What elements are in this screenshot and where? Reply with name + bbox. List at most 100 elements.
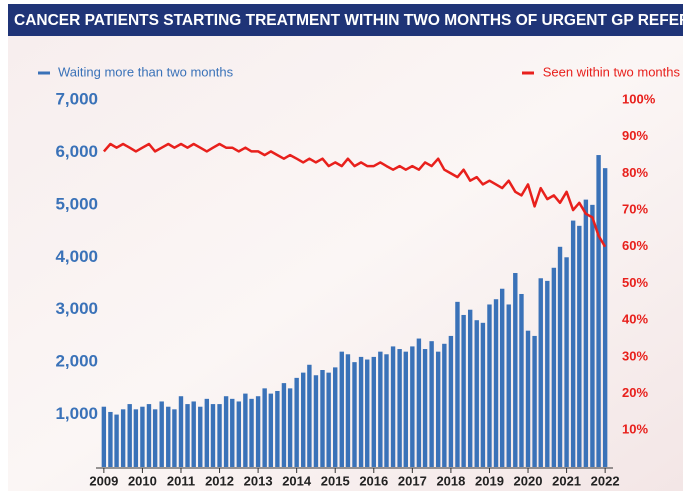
bar	[519, 294, 523, 467]
x-tick-label: 2009	[89, 473, 118, 488]
bar	[365, 360, 369, 467]
x-tick-label: 2021	[552, 473, 581, 488]
legend-label: Seen within two months	[543, 64, 681, 79]
y2-tick-label: 40%	[622, 312, 648, 327]
bar	[159, 401, 163, 467]
bar	[185, 404, 189, 467]
bar	[166, 407, 170, 467]
bar	[217, 404, 221, 467]
bar	[237, 401, 241, 467]
bar	[372, 357, 376, 467]
bar	[102, 407, 106, 467]
bar	[249, 399, 253, 467]
legend-label: Waiting more than two months	[58, 64, 234, 79]
bar	[352, 362, 356, 467]
bar	[288, 388, 292, 467]
bar	[134, 409, 138, 467]
y-tick-label: 5,000	[55, 194, 98, 213]
bar	[442, 344, 446, 467]
y2-tick-label: 10%	[622, 422, 648, 437]
x-tick-label: 2015	[321, 473, 350, 488]
bar	[532, 336, 536, 467]
bar	[417, 339, 421, 467]
y2-tick-label: 20%	[622, 385, 648, 400]
bar	[584, 200, 588, 467]
bar	[564, 257, 568, 467]
bar	[198, 407, 202, 467]
bar	[577, 226, 581, 467]
bar	[507, 304, 511, 467]
bar	[230, 399, 234, 467]
bar	[140, 407, 144, 467]
y2-tick-label: 30%	[622, 348, 648, 363]
bar	[552, 268, 556, 467]
bar	[320, 370, 324, 467]
y-tick-label: 3,000	[55, 299, 98, 318]
bar	[114, 415, 118, 467]
bar	[410, 346, 414, 467]
bar	[436, 352, 440, 467]
bar	[179, 396, 183, 467]
bar	[346, 354, 350, 467]
bar	[539, 278, 543, 467]
bar	[494, 299, 498, 467]
x-tick-label: 2016	[359, 473, 388, 488]
y2-tick-label: 90%	[622, 128, 648, 143]
bar	[211, 404, 215, 467]
bar	[500, 289, 504, 467]
x-tick-label: 2010	[128, 473, 157, 488]
bar	[423, 349, 427, 467]
bar	[121, 409, 125, 467]
bar	[384, 354, 388, 467]
bar	[397, 349, 401, 467]
bar	[262, 388, 266, 467]
bar	[333, 367, 337, 467]
bar	[301, 373, 305, 467]
x-tick-label: 2018	[436, 473, 465, 488]
bar	[429, 341, 433, 467]
x-tick-label: 2022	[591, 473, 620, 488]
bar	[404, 352, 408, 467]
y-tick-label: 1,000	[55, 404, 98, 423]
y-tick-label: 4,000	[55, 247, 98, 266]
bar	[545, 281, 549, 467]
bar	[172, 409, 176, 467]
y-tick-label: 7,000	[55, 89, 98, 108]
bar	[108, 412, 112, 467]
bar	[449, 336, 453, 467]
x-tick-label: 2014	[282, 473, 312, 488]
bar	[256, 396, 260, 467]
bar	[294, 378, 298, 467]
bar	[487, 304, 491, 467]
bar	[269, 394, 273, 467]
bar	[590, 205, 594, 467]
bar	[153, 409, 157, 467]
bar	[224, 396, 228, 467]
bar	[391, 346, 395, 467]
x-tick-label: 2017	[398, 473, 427, 488]
bar	[340, 352, 344, 467]
y2-tick-label: 60%	[622, 238, 648, 253]
bar	[455, 302, 459, 467]
bar	[243, 394, 247, 467]
bar	[127, 404, 131, 467]
bar	[147, 404, 151, 467]
y2-tick-label: 100%	[622, 91, 656, 106]
x-tick-label: 2020	[514, 473, 543, 488]
bar	[475, 320, 479, 467]
bar	[326, 373, 330, 467]
y2-tick-label: 50%	[622, 275, 648, 290]
x-tick-label: 2019	[475, 473, 504, 488]
chart-title: CANCER PATIENTS STARTING TREATMENT WITHI…	[14, 12, 683, 29]
bar	[192, 401, 196, 467]
bar	[513, 273, 517, 467]
bar	[282, 383, 286, 467]
bar	[275, 391, 279, 467]
bar	[558, 247, 562, 467]
bar	[461, 315, 465, 467]
y2-tick-label: 80%	[622, 165, 648, 180]
bar	[307, 365, 311, 467]
bar	[359, 357, 363, 467]
x-tick-label: 2011	[167, 473, 195, 488]
y2-tick-label: 70%	[622, 202, 648, 217]
